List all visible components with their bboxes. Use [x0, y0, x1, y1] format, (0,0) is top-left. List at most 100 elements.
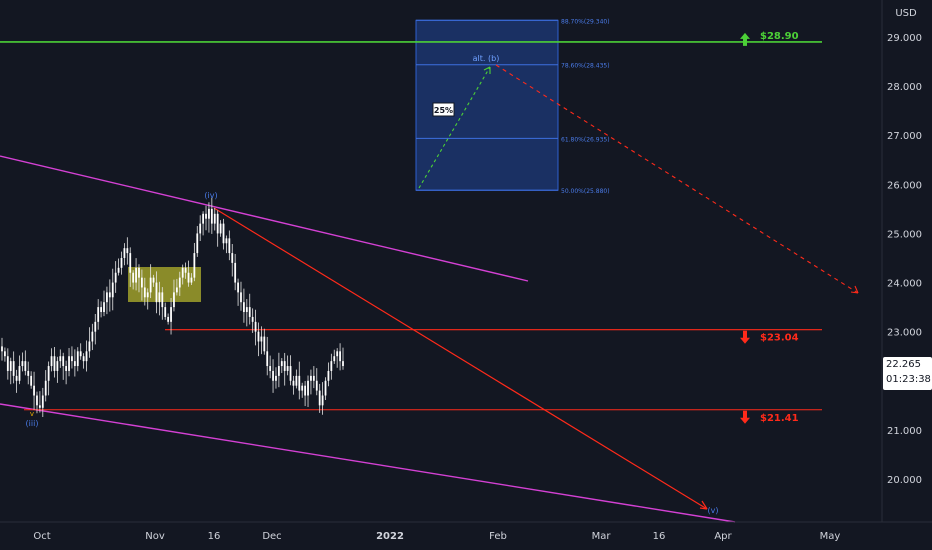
candle-body — [53, 356, 56, 371]
candle-body — [272, 370, 274, 381]
candle-body — [155, 282, 158, 303]
candle-body — [240, 292, 242, 303]
level-label: $28.90 — [760, 31, 799, 42]
candle-body — [135, 267, 137, 283]
candle-body — [228, 238, 231, 254]
fib-level-label: 78.60%(28.435) — [561, 63, 610, 70]
candle-body — [295, 375, 298, 386]
candle-body — [275, 375, 277, 381]
candles — [1, 197, 344, 418]
candle-body — [202, 213, 205, 224]
y-tick-label: 24.000 — [887, 279, 922, 290]
projection-arrowhead — [701, 500, 708, 510]
candle-body — [333, 356, 336, 362]
price-axis-bg — [882, 0, 932, 550]
level-label: $23.04 — [760, 333, 799, 344]
candle-body — [36, 395, 38, 406]
down-arrow-icon — [740, 410, 750, 424]
candle-body — [234, 262, 237, 283]
projection-line-v — [213, 207, 708, 510]
x-tick-label: Nov — [145, 531, 165, 542]
candle-body — [41, 395, 44, 408]
candle-body — [257, 331, 260, 342]
candle-body — [129, 253, 132, 273]
percent-tag-box — [432, 102, 455, 117]
candle-body — [310, 375, 312, 381]
wave-label-alt-b: alt. (b) — [473, 54, 500, 63]
y-tick-label: 26.000 — [887, 180, 922, 191]
candle-body — [342, 361, 344, 367]
candle-body — [222, 223, 225, 244]
candle-body — [140, 277, 143, 288]
candle-body — [38, 405, 41, 408]
candle-body — [266, 351, 269, 367]
candle-body — [21, 361, 24, 367]
annotations: $28.90 $23.04 $21.41 (iv) (iii)v (v) alt. (b) 2… — [26, 31, 799, 515]
candle-body — [85, 351, 88, 362]
candle-body — [260, 336, 263, 342]
candle-body — [301, 385, 304, 391]
candle-body — [62, 356, 65, 367]
candle-body — [199, 223, 202, 234]
candle-body — [237, 282, 239, 293]
candle-body — [181, 267, 184, 278]
candle-body — [167, 316, 170, 322]
candle-body — [97, 307, 100, 322]
wave-label-iv: (iv) — [204, 191, 217, 200]
countdown-label: 01:23:38 — [886, 374, 931, 385]
candle-body — [158, 292, 161, 303]
y-tick-label: 21.000 — [887, 426, 922, 437]
candle-body — [251, 316, 254, 322]
candle-body — [106, 292, 108, 303]
y-tick-label: 25.000 — [887, 229, 922, 240]
candle-body — [304, 385, 307, 396]
candle-body — [56, 361, 59, 371]
candle-body — [298, 375, 301, 391]
candle-body — [330, 361, 333, 371]
candle-body — [312, 375, 315, 381]
candle-body — [143, 287, 146, 298]
candle-body — [161, 292, 164, 308]
candle-body — [307, 380, 309, 396]
candle-body — [50, 356, 53, 367]
candle-body — [231, 253, 234, 263]
projection-arrowhead — [699, 507, 708, 510]
candle-body — [79, 351, 82, 357]
candle-body — [123, 248, 126, 258]
candle-body — [149, 277, 152, 293]
candle-body — [88, 341, 91, 352]
candle-body — [175, 287, 178, 293]
candle-body — [94, 321, 97, 332]
candle-body — [71, 356, 73, 362]
candle-body — [111, 282, 114, 298]
lower-channel-line — [0, 403, 736, 523]
candle-body — [208, 208, 210, 219]
current-price-label: 22.265 — [886, 359, 921, 370]
candle-body — [219, 223, 222, 234]
candle-body — [321, 395, 324, 406]
candle-body — [277, 366, 280, 376]
candle-body — [15, 375, 18, 381]
candle-body — [336, 351, 339, 357]
candle-body — [184, 267, 187, 273]
candle-body — [65, 366, 68, 371]
y-tick-label: 23.000 — [887, 328, 922, 339]
candle-body — [9, 361, 12, 371]
x-tick-label: May — [820, 531, 841, 542]
x-tick-label: 16 — [653, 531, 666, 542]
upper-channel-line — [0, 155, 529, 282]
candle-body — [243, 302, 245, 313]
candle-body — [248, 307, 251, 317]
candle-body — [4, 351, 6, 357]
candle-body — [76, 351, 79, 367]
candle-body — [108, 292, 111, 298]
candle-body — [73, 361, 76, 367]
candle-body — [91, 331, 94, 342]
candle-body — [324, 380, 327, 396]
candle-body — [152, 277, 155, 283]
currency-label: USD — [895, 8, 917, 19]
candle-body — [103, 302, 105, 313]
x-tick-label: 16 — [208, 531, 221, 542]
